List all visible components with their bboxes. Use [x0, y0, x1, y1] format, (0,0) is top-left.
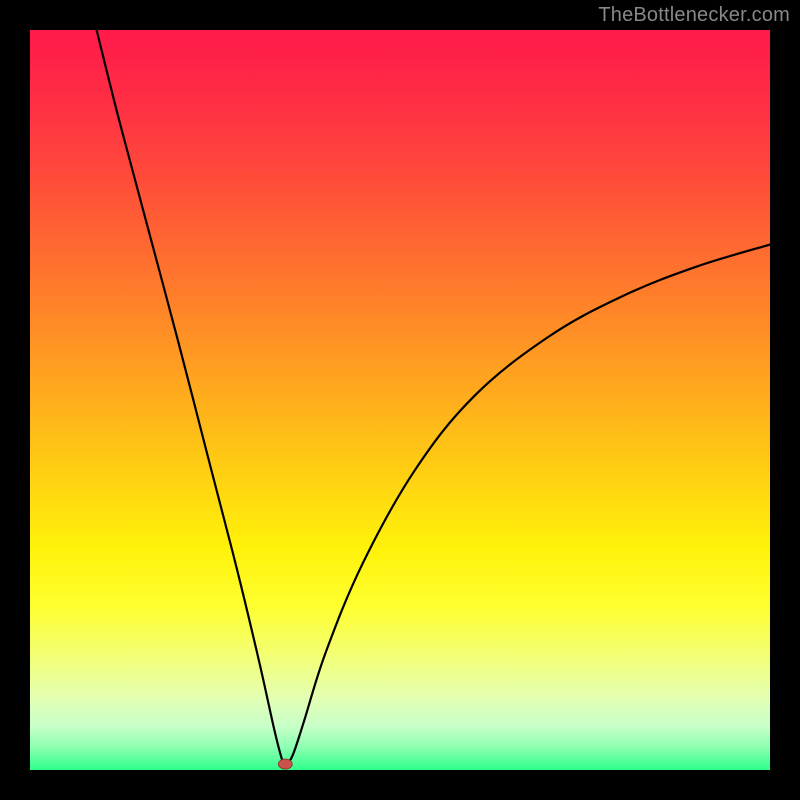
watermark-text: TheBottlenecker.com: [598, 4, 790, 27]
plot-background: [30, 30, 770, 770]
chart-svg: [0, 0, 800, 800]
bottleneck-chart: TheBottlenecker.com: [0, 0, 800, 800]
optimal-point-marker: [278, 759, 292, 769]
